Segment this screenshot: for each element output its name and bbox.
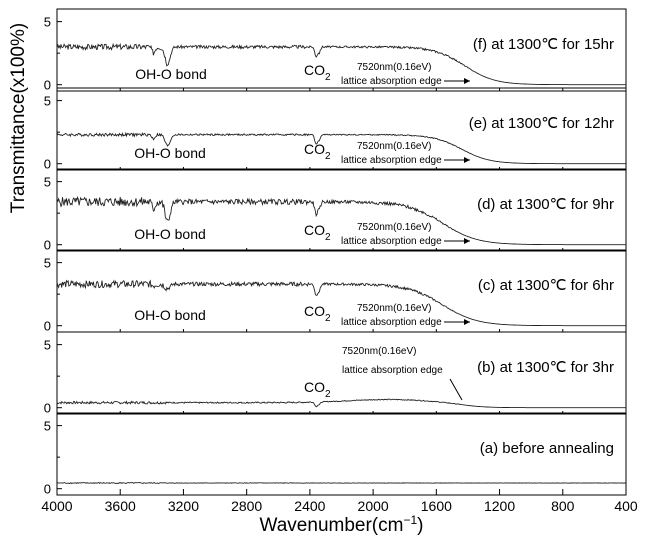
panel-3-ytick-label: 5	[44, 175, 51, 190]
x-tick-label: 4000	[41, 498, 72, 514]
y-axis-label: Transmittance(x100%)	[8, 23, 29, 213]
panel-4-edge-text-label: lattice absorption edge	[341, 317, 442, 328]
panel-4-condition-label: (c) at 1300℃ for 6hr	[478, 277, 614, 294]
panel-5-condition-label: (b) at 1300℃ for 3hr	[477, 359, 614, 376]
x-tick-label: 1600	[421, 498, 452, 514]
panel-3-condition-label: (d) at 1300℃ for 9hr	[477, 196, 614, 213]
panel-1-oh-label: OH-O bond	[135, 66, 207, 82]
panel-6-ytick-label: 0	[44, 482, 51, 497]
panel-1-edge-nm-label: 7520nm(0.16eV)	[357, 62, 432, 73]
panel-2-edge-nm-label: 7520nm(0.16eV)	[357, 141, 432, 152]
panel-4-co2-label: CO2	[304, 303, 331, 324]
panel-3-frame	[56, 168, 627, 252]
panel-2-oh-label: OH-O bond	[134, 145, 206, 161]
x-tick-label: 400	[614, 498, 638, 514]
panel-2-condition-label: (e) at 1300℃ for 12hr	[469, 115, 614, 132]
panel-1-spectrum-line	[56, 42, 626, 86]
panel-3-co2-label: CO2	[304, 222, 331, 243]
panel-6-frame	[56, 412, 627, 496]
panel-1-edge-text-label: lattice absorption edge	[341, 76, 442, 87]
panel-6-spectrum-line	[56, 481, 627, 485]
panel-2-ytick-label: 5	[44, 94, 51, 109]
x-tick-label: 3200	[168, 498, 199, 514]
panel-4-ytick-label: 0	[44, 319, 51, 334]
panel-4-ytick-label: 5	[44, 256, 51, 271]
panel-2-ytick-label: 0	[44, 157, 51, 172]
panel-1-ytick-label: 0	[44, 78, 51, 93]
panel-3-edge-arrowhead	[464, 238, 470, 244]
panel-5-ytick-label: 0	[44, 401, 51, 416]
panel-3-edge-text-label: lattice absorption edge	[341, 236, 442, 247]
panel-6-condition-label: (a) before annealing	[480, 440, 614, 457]
panel-1-condition-label: (f) at 1300℃ for 15hr	[473, 36, 614, 53]
panel-2-edge-arrowhead	[464, 157, 470, 163]
panel-1-ytick-label: 5	[44, 15, 51, 30]
panel-5-edge-text-label: lattice absorption edge	[342, 365, 443, 376]
panel-5-frame	[56, 331, 627, 415]
panel-5-edge-nm-label: 7520nm(0.16eV)	[342, 346, 417, 357]
panel-4-edge-arrowhead	[464, 319, 470, 325]
panel-2-spectrum-line	[56, 131, 626, 165]
panel-4-spectrum-line	[56, 279, 626, 327]
panel-4-oh-label: OH-O bond	[134, 307, 206, 323]
x-tick-label: 3600	[105, 498, 136, 514]
panel-5-edge-arrow	[449, 378, 463, 401]
x-tick-label: 800	[551, 498, 575, 514]
panel-3-edge-nm-label: 7520nm(0.16eV)	[357, 222, 432, 233]
panel-3-spectrum-line	[56, 195, 626, 246]
panel-1-edge-arrowhead	[464, 78, 470, 84]
x-tick-label: 2000	[358, 498, 389, 514]
panel-2-co2-label: CO2	[304, 141, 331, 162]
x-axis-label: Wavenumber(cm−1)	[260, 513, 424, 536]
x-tick-label: 2800	[231, 498, 262, 514]
panel-5-co2-label: CO2	[304, 379, 331, 400]
panel-4-edge-nm-label: 7520nm(0.16eV)	[357, 303, 432, 314]
panel-6-ytick-label: 5	[44, 419, 51, 434]
panel-1-frame	[56, 8, 627, 92]
x-tick-label: 2400	[294, 498, 325, 514]
panel-2-edge-text-label: lattice absorption edge	[341, 155, 442, 166]
panel-2-frame	[56, 87, 627, 171]
panel-3-oh-label: OH-O bond	[134, 226, 206, 242]
panel-5-spectrum-line	[56, 398, 626, 409]
x-tick-label: 1200	[484, 498, 515, 514]
panel-1-co2-label: CO2	[304, 62, 331, 83]
panel-3-ytick-label: 0	[44, 238, 51, 253]
panel-5-ytick-label: 5	[44, 338, 51, 353]
